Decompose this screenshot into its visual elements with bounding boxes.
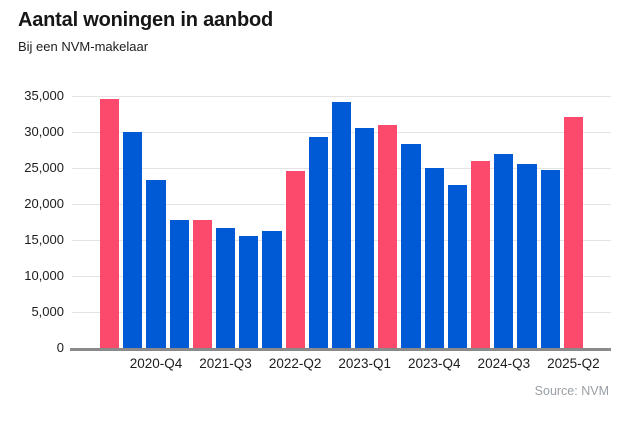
- bar-2025-Q2: [563, 117, 583, 348]
- bar-2022-Q3: [308, 137, 328, 348]
- bar-2024-Q3: [494, 154, 514, 348]
- bar-2021-Q3: [215, 228, 236, 348]
- bar-2020-Q3: [123, 132, 143, 348]
- x-tick-label-2022-Q2: 2022-Q2: [268, 356, 322, 371]
- bar-chart-plot-area: [70, 96, 611, 351]
- bar-2023-Q1: [355, 128, 375, 348]
- bar-2021-Q1: [169, 220, 189, 348]
- bar-2023-Q4: [424, 168, 444, 348]
- y-tick-label-10000: 10,000: [24, 268, 64, 283]
- bar-2023-Q2: [378, 125, 398, 348]
- y-tick-label-0: 0: [56, 340, 64, 355]
- bar-2023-Q3: [401, 144, 421, 348]
- y-axis-labels: 35,000 30,000 25,000 20,000 15,000 10,000 5,00…: [0, 88, 64, 355]
- bar-2024-Q1: [447, 185, 467, 348]
- x-tick-label-2024-Q3: 2024-Q3: [477, 356, 531, 371]
- bar-2021-Q2: [192, 220, 212, 348]
- chart-title: Aantal woningen in aanbod: [18, 9, 274, 31]
- x-tick-label-2021-Q3: 2021-Q3: [199, 356, 252, 371]
- x-tick-label-2023-Q1: 2023-Q1: [338, 356, 391, 371]
- y-tick-label-20000: 20,000: [24, 196, 64, 211]
- y-tick-label-15000: 15,000: [24, 232, 64, 247]
- x-tick-label-2023-Q4: 2023-Q4: [407, 356, 461, 371]
- bar-2021-Q4: [239, 236, 259, 348]
- bar-2025-Q1: [540, 170, 560, 348]
- x-axis-labels: 2020-Q4 2021-Q3 2022-Q2 2023-Q1 2023-Q4 2024-…: [72, 356, 611, 374]
- x-axis-line: [70, 348, 611, 351]
- bar-2022-Q1: [262, 231, 282, 348]
- bar-2022-Q2: [285, 171, 305, 348]
- bar-2022-Q4: [331, 102, 352, 348]
- bar-2024-Q2: [471, 161, 491, 348]
- y-tick-label-5000: 5,000: [31, 304, 64, 319]
- source-label: Source: NVM: [534, 384, 609, 398]
- y-tick-label-25000: 25,000: [24, 160, 64, 175]
- bar-series: [100, 96, 583, 348]
- bar-2020-Q2: [100, 99, 120, 348]
- y-tick-label-35000: 35,000: [24, 88, 64, 103]
- gridline-35000: [72, 96, 611, 97]
- chart-subtitle: Bij een NVM-makelaar: [18, 39, 149, 54]
- x-tick-label-2025-Q2: 2025-Q2: [547, 356, 600, 371]
- y-tick-label-30000: 30,000: [24, 124, 64, 139]
- x-tick-label-2020-Q4: 2020-Q4: [129, 356, 183, 371]
- bar-2020-Q4: [146, 180, 166, 348]
- bar-2024-Q4: [517, 164, 537, 348]
